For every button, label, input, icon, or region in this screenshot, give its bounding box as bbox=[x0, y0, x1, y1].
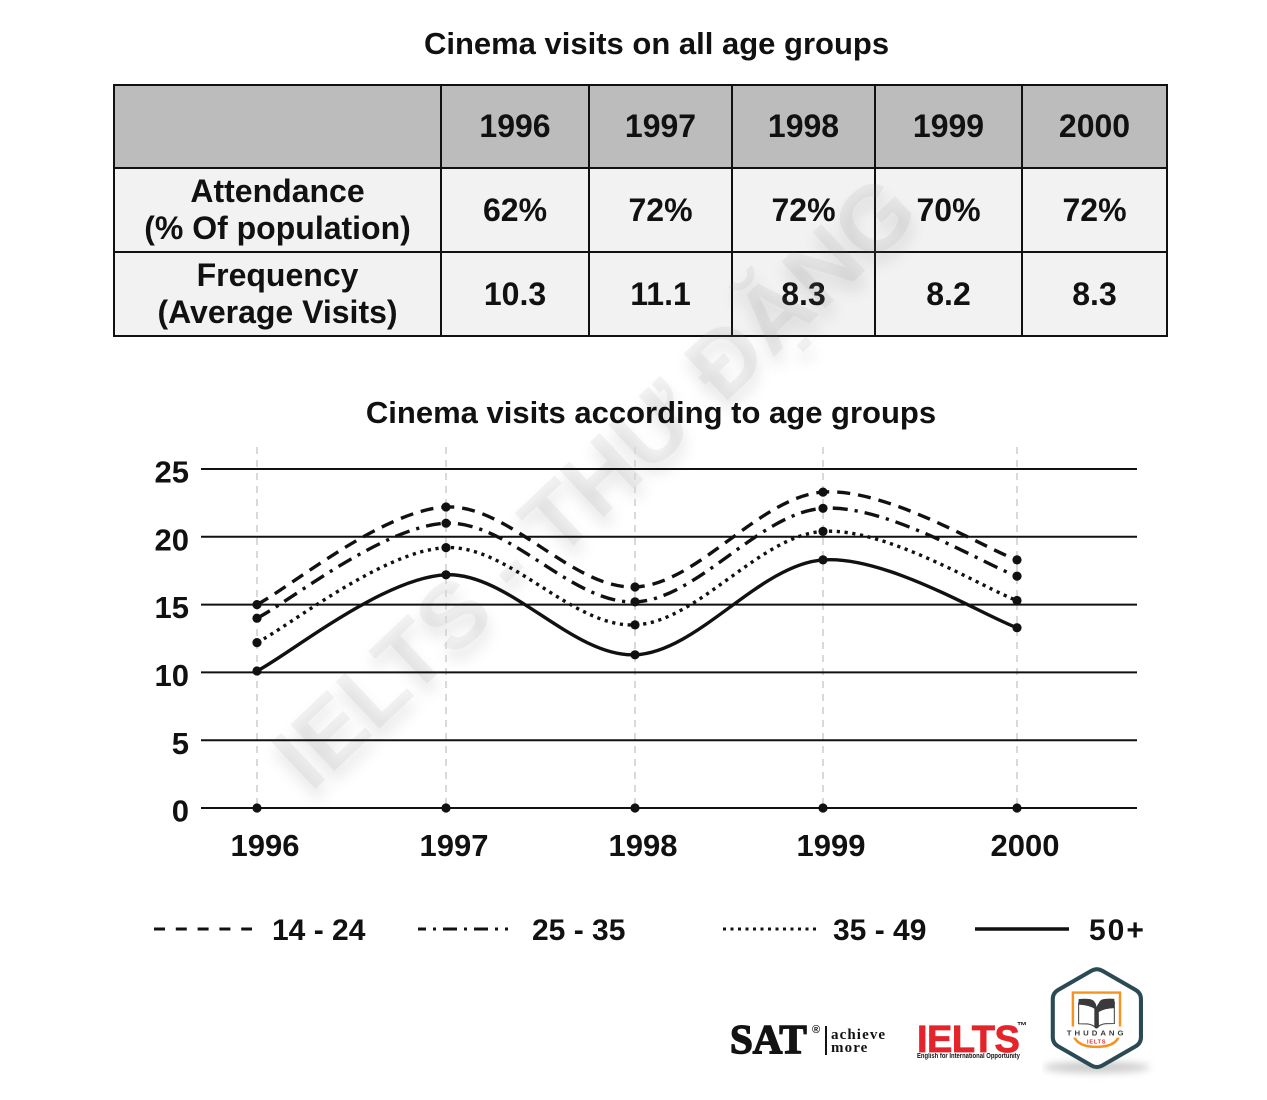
svg-text:2000: 2000 bbox=[991, 828, 1060, 863]
svg-text:Cinema visits according to age: Cinema visits according to age groups bbox=[366, 395, 936, 430]
svg-text:35 - 49: 35 - 49 bbox=[833, 914, 926, 947]
svg-text:25 - 35: 25 - 35 bbox=[532, 914, 625, 947]
svg-text:14 - 24: 14 - 24 bbox=[272, 914, 366, 947]
svg-text:1998: 1998 bbox=[609, 828, 678, 863]
svg-text:1997: 1997 bbox=[420, 828, 489, 863]
svg-text:10: 10 bbox=[155, 658, 189, 693]
svg-text:5: 5 bbox=[172, 726, 189, 761]
svg-text:15: 15 bbox=[155, 590, 189, 625]
svg-text:0: 0 bbox=[172, 794, 189, 829]
svg-text:THUDANG: THUDANG bbox=[1067, 1029, 1127, 1038]
svg-text:50+: 50+ bbox=[1089, 914, 1146, 947]
svg-text:1996: 1996 bbox=[231, 828, 300, 863]
svg-text:IELTS: IELTS bbox=[1087, 1039, 1106, 1045]
svg-text:20: 20 bbox=[155, 522, 189, 557]
svg-text:1999: 1999 bbox=[797, 828, 866, 863]
svg-text:25: 25 bbox=[155, 455, 189, 490]
